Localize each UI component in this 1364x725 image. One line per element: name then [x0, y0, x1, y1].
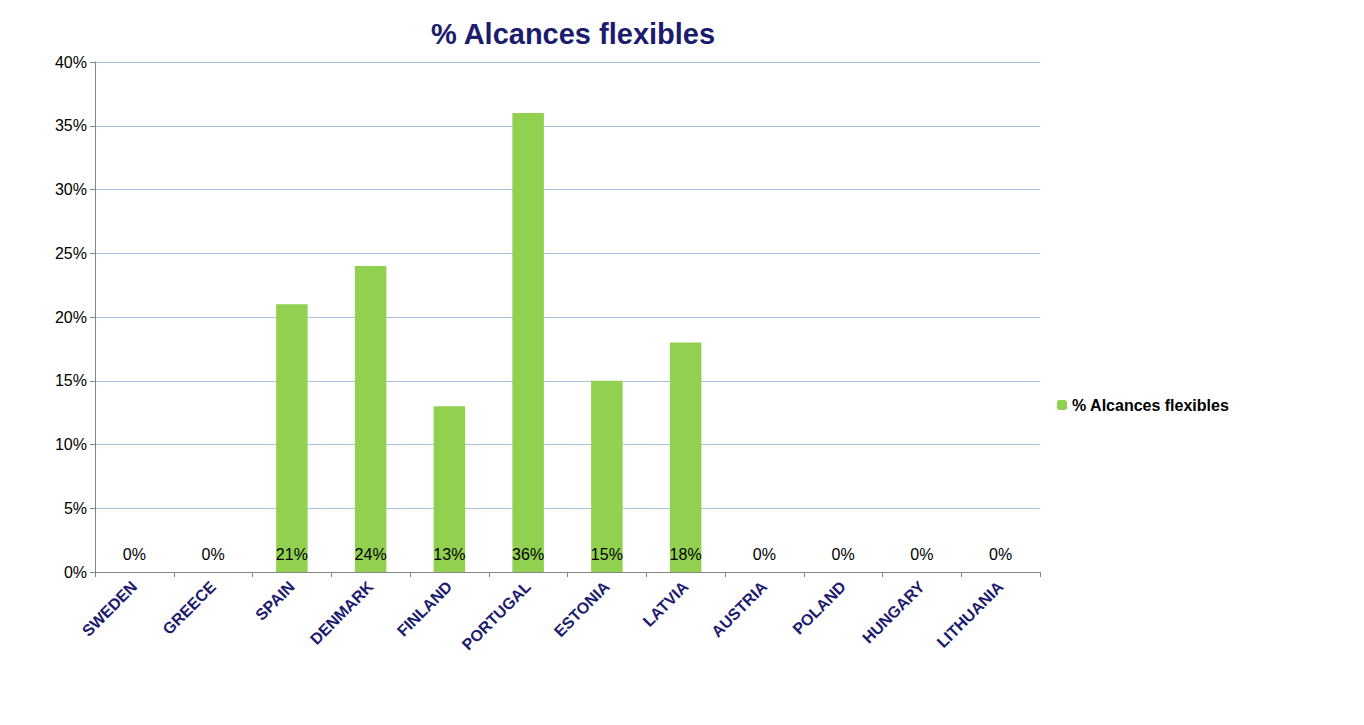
svg-text:0%: 0%: [64, 564, 87, 581]
svg-text:36%: 36%: [512, 546, 544, 563]
svg-text:0%: 0%: [910, 546, 933, 563]
svg-text:24%: 24%: [355, 546, 387, 563]
svg-text:40%: 40%: [55, 54, 87, 71]
svg-text:0%: 0%: [989, 546, 1012, 563]
svg-text:ESTONIA: ESTONIA: [551, 578, 613, 640]
svg-text:SPAIN: SPAIN: [252, 578, 298, 624]
svg-text:15%: 15%: [55, 372, 87, 389]
svg-text:FINLAND: FINLAND: [394, 578, 456, 640]
svg-text:0%: 0%: [123, 546, 146, 563]
svg-text:PORTUGAL: PORTUGAL: [459, 578, 535, 654]
svg-text:POLAND: POLAND: [789, 578, 849, 638]
svg-text:SWEDEN: SWEDEN: [79, 578, 141, 640]
svg-text:25%: 25%: [55, 245, 87, 262]
svg-text:HUNGARY: HUNGARY: [859, 578, 928, 647]
svg-text:5%: 5%: [64, 500, 87, 517]
svg-text:35%: 35%: [55, 117, 87, 134]
svg-text:0%: 0%: [832, 546, 855, 563]
svg-text:% Alcances flexibles: % Alcances flexibles: [431, 18, 715, 50]
svg-text:30%: 30%: [55, 181, 87, 198]
svg-text:13%: 13%: [433, 546, 465, 563]
svg-text:15%: 15%: [591, 546, 623, 563]
svg-text:LATVIA: LATVIA: [640, 578, 692, 630]
svg-text:GREECE: GREECE: [159, 578, 219, 638]
svg-text:AUSTRIA: AUSTRIA: [708, 578, 771, 641]
svg-text:LITHUANIA: LITHUANIA: [934, 578, 1007, 651]
svg-text:20%: 20%: [55, 309, 87, 326]
svg-text:% Alcances flexibles: % Alcances flexibles: [1072, 397, 1229, 414]
svg-text:DENMARK: DENMARK: [307, 578, 377, 648]
svg-text:0%: 0%: [202, 546, 225, 563]
svg-text:18%: 18%: [670, 546, 702, 563]
svg-text:21%: 21%: [276, 546, 308, 563]
svg-text:10%: 10%: [55, 436, 87, 453]
svg-text:0%: 0%: [753, 546, 776, 563]
